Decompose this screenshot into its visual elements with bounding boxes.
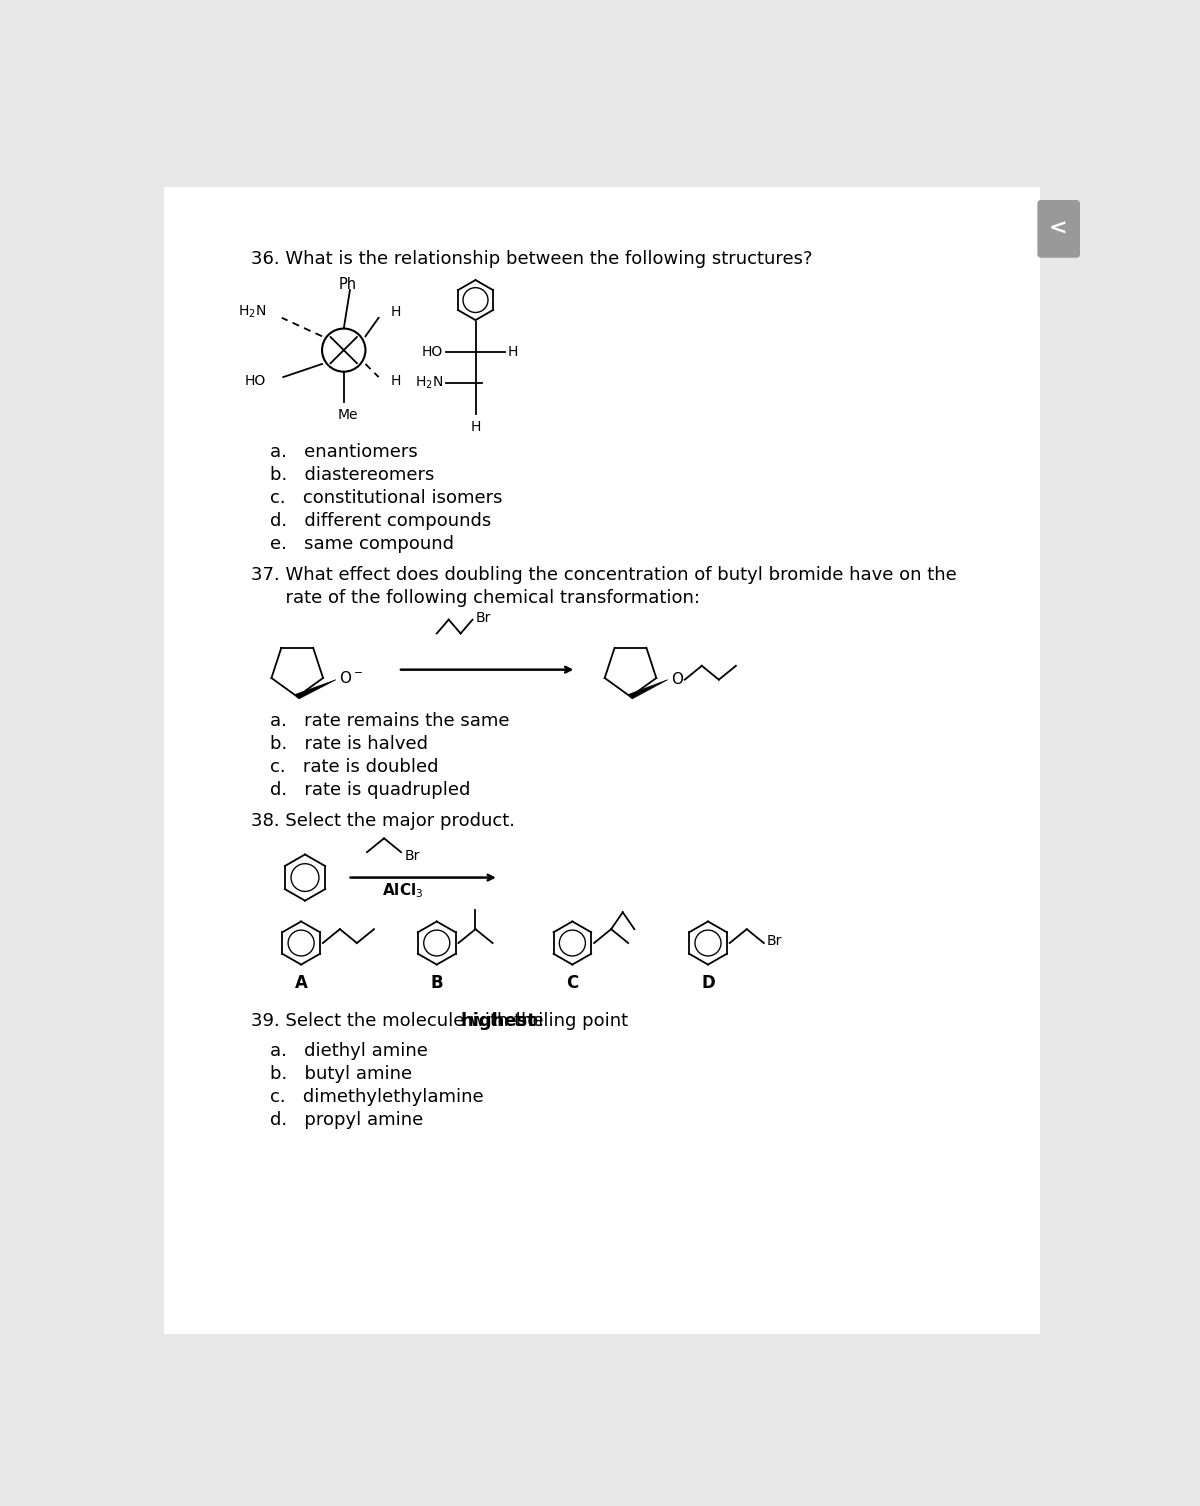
Text: H: H <box>390 373 401 389</box>
Text: rate of the following chemical transformation:: rate of the following chemical transform… <box>251 589 700 607</box>
Text: a.   diethyl amine: a. diethyl amine <box>270 1042 428 1060</box>
Text: AlCl$_3$: AlCl$_3$ <box>383 881 424 901</box>
Text: Me: Me <box>337 408 358 422</box>
Text: Ph: Ph <box>338 277 356 292</box>
Text: O: O <box>671 672 683 687</box>
Text: d.   propyl amine: d. propyl amine <box>270 1111 424 1130</box>
Circle shape <box>424 931 450 956</box>
Text: 38. Select the major product.: 38. Select the major product. <box>251 812 515 830</box>
Text: H$_2$N: H$_2$N <box>238 303 266 319</box>
Text: 36. What is the relationship between the following structures?: 36. What is the relationship between the… <box>251 250 812 268</box>
Text: b.   butyl amine: b. butyl amine <box>270 1065 413 1083</box>
Circle shape <box>292 864 319 892</box>
Text: <: < <box>1049 218 1068 239</box>
Text: b.   diastereomers: b. diastereomers <box>270 465 434 483</box>
Text: c.   dimethylethylamine: c. dimethylethylamine <box>270 1087 484 1105</box>
Text: H: H <box>390 304 401 319</box>
Polygon shape <box>629 679 667 699</box>
Text: H: H <box>470 420 481 434</box>
Text: highest: highest <box>461 1012 536 1030</box>
Text: HO: HO <box>421 345 443 360</box>
Text: c.   constitutional isomers: c. constitutional isomers <box>270 489 503 506</box>
Text: d.   rate is quadrupled: d. rate is quadrupled <box>270 782 470 800</box>
Circle shape <box>288 931 314 956</box>
Text: boiling point: boiling point <box>510 1012 629 1030</box>
Text: e.   same compound: e. same compound <box>270 535 454 553</box>
Text: Br: Br <box>404 849 420 863</box>
Text: O$^-$: O$^-$ <box>340 670 364 687</box>
Text: b.   rate is halved: b. rate is halved <box>270 735 428 753</box>
Circle shape <box>559 931 586 956</box>
Circle shape <box>695 931 721 956</box>
Text: Br: Br <box>475 611 491 625</box>
FancyBboxPatch shape <box>1037 200 1080 258</box>
Text: C: C <box>566 974 578 992</box>
Text: B: B <box>431 974 443 992</box>
Text: Br: Br <box>767 935 782 949</box>
Text: H$_2$N: H$_2$N <box>415 375 443 392</box>
Text: H: H <box>508 345 518 360</box>
Text: a.   enantiomers: a. enantiomers <box>270 443 418 461</box>
Ellipse shape <box>322 328 366 372</box>
Text: d.   different compounds: d. different compounds <box>270 512 491 530</box>
Text: 39. Select the molecule with the: 39. Select the molecule with the <box>251 1012 550 1030</box>
Text: c.   rate is doubled: c. rate is doubled <box>270 758 439 776</box>
Text: A: A <box>295 974 307 992</box>
Polygon shape <box>295 679 336 699</box>
Text: D: D <box>701 974 715 992</box>
Text: a.   rate remains the same: a. rate remains the same <box>270 712 510 730</box>
Text: 37. What effect does doubling the concentration of butyl bromide have on the: 37. What effect does doubling the concen… <box>251 566 956 584</box>
Text: HO: HO <box>245 373 266 389</box>
